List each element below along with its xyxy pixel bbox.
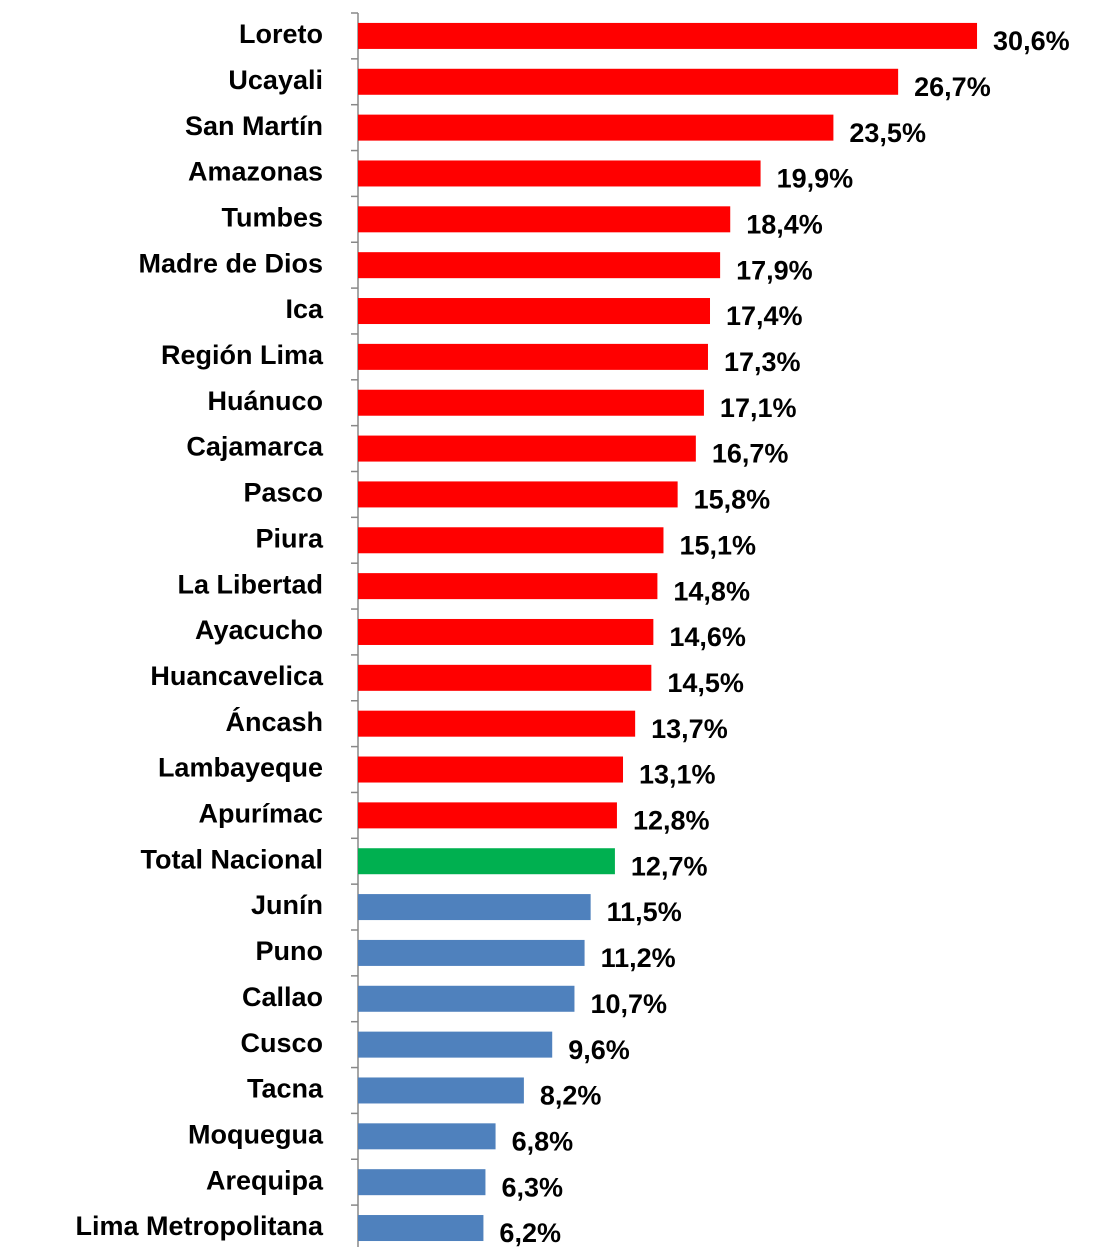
- bar: [358, 1077, 524, 1104]
- category-label: Pasco: [243, 478, 323, 508]
- bar: [358, 756, 624, 783]
- bar: [358, 252, 721, 279]
- value-label: 13,7%: [651, 714, 728, 744]
- category-label: Puno: [256, 936, 324, 966]
- category-label: Tacna: [247, 1074, 324, 1104]
- category-label: Cajamarca: [186, 432, 324, 462]
- bar: [358, 206, 731, 233]
- category-label: Región Lima: [161, 340, 324, 370]
- category-label: Total Nacional: [140, 844, 323, 874]
- bar: [358, 527, 664, 554]
- category-label: San Martín: [185, 111, 323, 141]
- value-label: 11,2%: [601, 943, 676, 973]
- bar: [358, 389, 704, 416]
- value-label: 23,5%: [849, 118, 926, 148]
- bar: [358, 664, 652, 691]
- bar: [358, 114, 834, 141]
- value-label: 14,6%: [669, 622, 746, 652]
- category-label: Arequipa: [206, 1165, 324, 1195]
- value-label: 6,8%: [512, 1126, 574, 1156]
- category-label: Áncash: [225, 706, 323, 737]
- value-label: 30,6%: [993, 26, 1070, 56]
- value-label: 14,8%: [673, 576, 750, 606]
- category-label: Tumbes: [221, 202, 323, 232]
- value-label: 14,5%: [667, 668, 744, 698]
- bar: [358, 1031, 553, 1058]
- value-label: 17,1%: [720, 393, 797, 423]
- bar: [358, 802, 617, 829]
- value-label: 11,5%: [607, 897, 682, 927]
- value-label: 6,2%: [499, 1218, 561, 1247]
- category-label: Loreto: [239, 19, 323, 49]
- category-label: Cusco: [240, 1028, 323, 1058]
- bar: [358, 573, 658, 600]
- bar: [358, 343, 708, 370]
- value-label: 17,3%: [724, 347, 801, 377]
- bar: [358, 939, 585, 966]
- bar: [358, 1123, 496, 1150]
- bar: [358, 1215, 484, 1242]
- value-label: 9,6%: [568, 1035, 630, 1065]
- bar: [358, 618, 654, 645]
- category-label: Lambayeque: [158, 753, 323, 783]
- category-label: Ica: [285, 294, 324, 324]
- value-label: 8,2%: [540, 1081, 602, 1111]
- value-label: 6,3%: [501, 1172, 563, 1202]
- bar: [358, 1169, 486, 1196]
- category-label: Lima Metropolitana: [75, 1211, 324, 1241]
- value-label: 16,7%: [712, 439, 789, 469]
- category-label: Junín: [251, 890, 323, 920]
- value-label: 13,1%: [639, 760, 716, 790]
- value-label: 19,9%: [777, 164, 854, 194]
- value-label: 12,7%: [631, 851, 708, 881]
- bar: [358, 68, 899, 95]
- bar: [358, 160, 761, 187]
- category-label: Callao: [242, 982, 323, 1012]
- category-label: Ucayali: [228, 65, 323, 95]
- category-label: Ayacucho: [195, 615, 323, 645]
- value-label: 15,8%: [694, 485, 771, 515]
- value-label: 12,8%: [633, 806, 710, 836]
- bar: [358, 22, 978, 49]
- value-label: 10,7%: [590, 989, 667, 1019]
- bar: [358, 435, 696, 462]
- value-label: 15,1%: [679, 530, 756, 560]
- category-label: Apurímac: [198, 799, 323, 829]
- category-label: La Libertad: [177, 569, 323, 599]
- bar: [358, 710, 636, 737]
- category-label: Amazonas: [188, 157, 323, 187]
- category-label: Huancavelica: [150, 661, 324, 691]
- bar: [358, 298, 711, 325]
- value-label: 17,9%: [736, 255, 813, 285]
- category-label: Moquegua: [188, 1119, 324, 1149]
- value-label: 17,4%: [726, 301, 803, 331]
- bar: [358, 894, 591, 921]
- bar: [358, 985, 575, 1012]
- value-label: 18,4%: [746, 209, 823, 239]
- bar: [358, 848, 615, 875]
- bar: [358, 481, 678, 508]
- category-label: Piura: [255, 523, 324, 553]
- category-label: Huánuco: [207, 386, 323, 416]
- category-label: Madre de Dios: [138, 248, 323, 278]
- value-label: 26,7%: [914, 72, 991, 102]
